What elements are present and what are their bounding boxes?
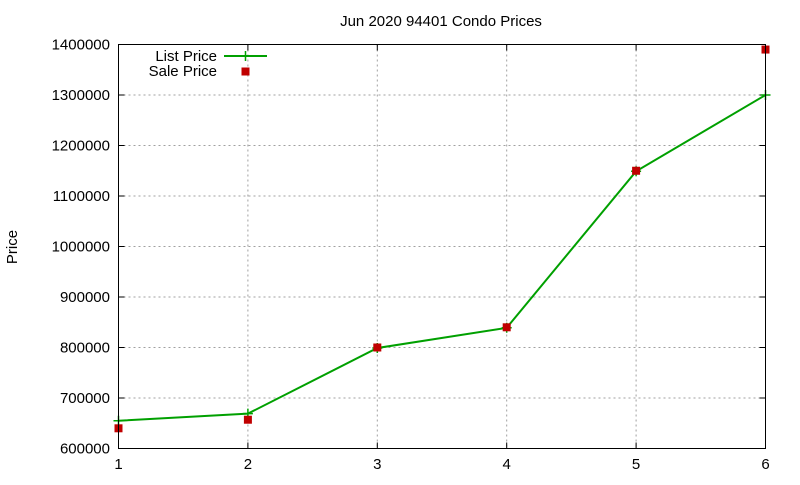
y-tick-label: 1400000 (52, 37, 110, 54)
legend-label-sale-price: Sale Price (149, 63, 217, 80)
x-tick-label: 4 (503, 456, 511, 473)
axis-layer: 6000007000008000009000001000000110000012… (52, 37, 770, 474)
legend-label-list-price: List Price (155, 48, 217, 65)
x-tick-label: 1 (114, 456, 122, 473)
y-tick-label: 1100000 (53, 188, 110, 205)
sale-price-point (632, 166, 641, 175)
series-layer (113, 45, 771, 433)
x-tick-label: 2 (244, 456, 252, 473)
x-tick-label: 3 (373, 456, 381, 473)
y-tick-label: 800000 (60, 340, 110, 357)
legend: List Price Sale Price (149, 48, 267, 80)
plot-frame (118, 44, 766, 449)
legend-square-marker (241, 67, 250, 76)
y-axis-label: Price (4, 230, 21, 264)
x-tick-label: 5 (632, 456, 640, 473)
legend-plus-marker (240, 51, 251, 61)
sale-price-point (373, 343, 382, 352)
y-tick-label: 700000 (60, 390, 110, 407)
y-tick-label: 600000 (60, 441, 110, 458)
y-tick-label: 1300000 (52, 87, 110, 104)
sale-price-point (502, 323, 511, 332)
y-tick-label: 900000 (60, 289, 110, 306)
y-tick-label: 1200000 (52, 138, 110, 155)
series-line-list-price (118, 94, 767, 422)
grid-layer (118, 44, 766, 449)
sale-price-point (243, 415, 252, 424)
y-tick-label: 1000000 (52, 239, 110, 256)
chart-title: Jun 2020 94401 Condo Prices (340, 13, 542, 30)
x-tick-label: 6 (761, 456, 769, 473)
